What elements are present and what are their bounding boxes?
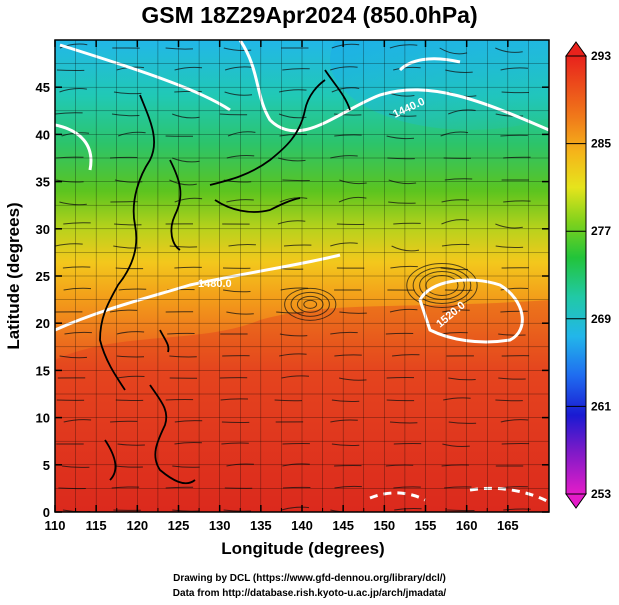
y-axis-label: Latitude (degrees) [4,202,23,349]
x-tick-label: 165 [497,518,519,533]
x-tick-label: 130 [209,518,231,533]
streamline [56,442,530,447]
coastlines [99,69,351,485]
streamline [59,43,523,55]
y-tick-label: 20 [36,316,50,331]
streamline-eddy [284,287,337,321]
x-axis-label: Longitude (degrees) [221,539,384,558]
colorbar: 293 285 277 269 261 253 [565,41,611,509]
x-tick-label: 125 [168,518,190,533]
colorbar-label: 285 [591,137,611,151]
figure-title: GSM 18Z29Apr2024 (850.0hPa) [141,2,478,28]
x-tick-label: 160 [456,518,478,533]
streamline [63,419,529,424]
y-axis: 0 5 10 15 20 25 30 35 40 45 [36,80,549,520]
streamline-eddy [290,291,330,317]
y-tick-label: 45 [36,80,50,95]
y-tick-label: 15 [36,363,50,378]
streamline [64,331,526,337]
streamline [63,219,523,229]
y-tick-label: 35 [36,175,50,190]
contour-label: 1480.0 [198,278,232,290]
streamline-eddy [412,266,472,304]
credit-data: Data from http://database.rish.kyoto-u.a… [172,588,447,599]
streamline-eddy [425,274,459,296]
streamline-eddy [303,299,318,309]
x-tick-label: 115 [86,518,107,533]
x-tick-label: 135 [250,518,272,533]
streamline-eddy [406,262,478,308]
x-tick-label: 150 [373,518,395,533]
colorbar-label: 261 [591,399,611,413]
y-tick-label: 10 [36,411,50,426]
graticule [55,40,549,512]
y-tick-label: 40 [36,127,50,142]
colorbar-label: 293 [591,49,611,63]
y-tick-label: 30 [36,222,50,237]
x-tick-label: 120 [126,518,148,533]
x-tick-label: 155 [415,518,437,533]
height-contours [55,40,549,504]
x-tick-label: 145 [332,518,354,533]
credit-drawing: Drawing by DCL (https://www.gfd-dennou.o… [173,573,446,584]
y-tick-label: 0 [43,505,50,520]
streamline [59,353,530,359]
y-tick-label: 25 [36,269,50,284]
colorbar-label: 277 [591,224,611,238]
streamline-eddy [296,295,324,313]
streamline [55,109,524,119]
streamline [63,287,529,293]
streamline [55,242,524,252]
streamline [56,397,523,403]
x-tick-label: 140 [291,518,313,533]
x-axis: 110 115 120 125 130 135 140 145 150 155 160 165 [45,40,529,533]
colorbar-label: 253 [591,487,611,501]
x-tick-label: 110 [45,518,66,533]
colorbar-label: 269 [591,312,611,326]
y-tick-label: 5 [43,458,50,473]
streamline [57,375,526,381]
